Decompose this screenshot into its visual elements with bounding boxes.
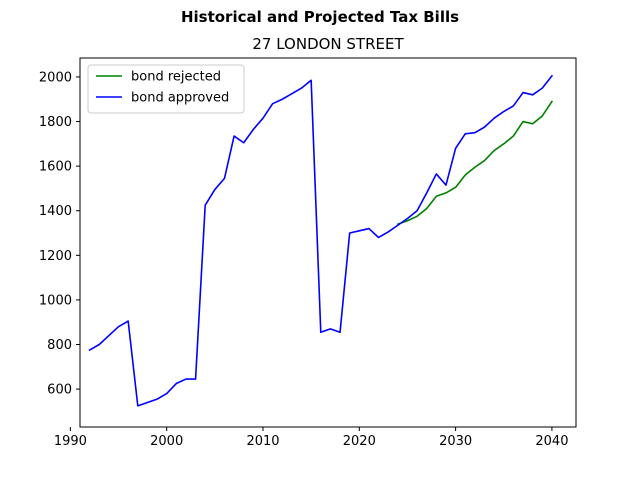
y-tick-label: 600 <box>47 383 72 398</box>
axes: 1990 2000 2010 2020 2030 2040 600 800 1000 1200 14… <box>39 57 577 449</box>
y-tick-label: 1600 <box>39 160 72 175</box>
x-tick-label: 2000 <box>150 434 183 449</box>
series-line-bond-rejected <box>396 100 554 226</box>
x-tick-label: 2010 <box>246 434 279 449</box>
x-tick-label: 2040 <box>535 434 568 449</box>
plot-area <box>88 74 554 407</box>
legend-label-bond-rejected: bond rejected <box>131 70 221 85</box>
chart-suptitle: Historical and Projected Tax Bills <box>181 8 459 26</box>
y-tick-label: 1200 <box>39 249 72 264</box>
y-tick-label: 1000 <box>39 293 72 308</box>
chart-title: 27 LONDON STREET <box>252 35 404 53</box>
x-tick-label: 2020 <box>343 434 376 449</box>
y-tick-label: 800 <box>47 338 72 353</box>
y-tick-label: 1800 <box>39 115 72 130</box>
y-tick-label: 1400 <box>39 204 72 219</box>
legend-box <box>87 64 245 114</box>
legend: bond rejected bond approved <box>87 64 245 114</box>
x-tick-label: 1990 <box>54 434 87 449</box>
x-tick-label: 2030 <box>439 434 472 449</box>
legend-label-bond-approved: bond approved <box>131 91 229 106</box>
axes-frame <box>79 57 577 428</box>
y-tick-label: 2000 <box>39 70 72 85</box>
series-line-bond-approved <box>88 74 554 407</box>
